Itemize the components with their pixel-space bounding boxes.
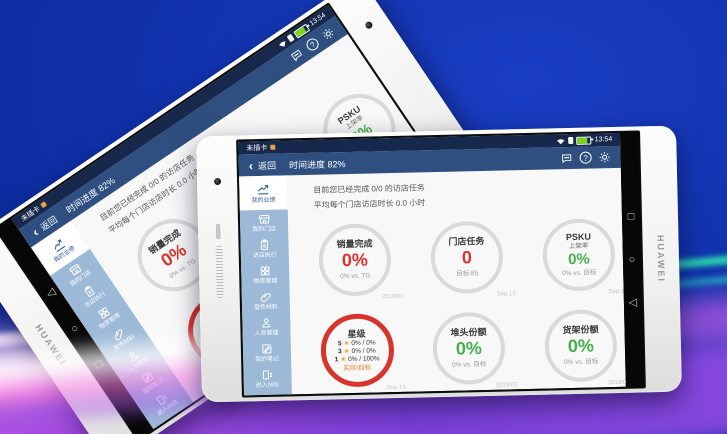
tablet-front-screen: 未插卡 13:54 ‹ 返回 时间进度 82% bbox=[236, 130, 646, 398]
gauge-ring: 门店任务 0 目标:85 bbox=[430, 220, 504, 295]
wifi-icon bbox=[557, 138, 565, 144]
back-label[interactable]: 返回 bbox=[257, 160, 277, 171]
metric-date: 2019/02 bbox=[496, 382, 518, 390]
sidebar-item-materials-management[interactable]: 物资管理 bbox=[241, 261, 290, 288]
home-button[interactable]: ○ bbox=[68, 321, 81, 336]
status-bar: 未插卡 13:54 bbox=[238, 132, 621, 155]
file-icon bbox=[568, 136, 574, 145]
back-chevron-icon[interactable]: ‹ bbox=[28, 224, 41, 240]
star-icon: ★ bbox=[340, 355, 347, 364]
app-header: ‹ 返回 时间进度 82% ? bbox=[18, 15, 348, 248]
sidebar-item-stores[interactable]: 我的门店 bbox=[50, 249, 104, 297]
sidebar: 我的业绩 我的门店 访店执行 bbox=[238, 175, 292, 396]
star-icon: ★ bbox=[343, 348, 350, 356]
app-header: ‹ 返回 时间进度 82% ? bbox=[238, 145, 621, 177]
gauge-ring: 销量完成 0% 0% vs. TG bbox=[318, 222, 392, 297]
gauge-ring-red: 星级 5 ★ 0% / 0% 3 ★ 0% / bbox=[319, 313, 395, 389]
metric-display-share[interactable]: 堆头份额 0% 0% vs. 目标 2019/02 bbox=[412, 301, 526, 395]
clipboard-icon bbox=[84, 286, 95, 297]
clock-label: 13:54 bbox=[594, 136, 613, 144]
message-icon[interactable] bbox=[560, 152, 572, 164]
gauge-ring: 货架份额 0% 0% vs. 目标 bbox=[544, 308, 618, 383]
tablet-left-bezel bbox=[196, 140, 242, 399]
metric-shelf-share[interactable]: 货架份额 0% 0% vs. 目标 2019/02 bbox=[524, 299, 626, 393]
gauge-ring: PSKU 上架率 0% 0% vs. 目标 bbox=[542, 217, 616, 292]
sim-icon bbox=[270, 144, 276, 150]
recents-button[interactable]: □ bbox=[92, 357, 105, 371]
metric-star-rating[interactable]: 星级 5 ★ 0% / 0% 3 ★ 0% / bbox=[300, 304, 414, 395]
time-progress-label: 时间进度 82% bbox=[288, 158, 346, 170]
sidebar-item-visit-execution[interactable]: 访店执行 bbox=[65, 271, 119, 319]
wifi-icon bbox=[279, 40, 286, 46]
metric-date: 2019/02 bbox=[381, 294, 404, 301]
metric-psku-listing[interactable]: PSKU 上架率 0% 0% vs. 目标 Sep.13 bbox=[522, 208, 626, 302]
file-icon bbox=[287, 33, 296, 43]
sidebar-item-performance[interactable]: 我的业绩 bbox=[31, 220, 90, 276]
huawei-logo: HUAWEI bbox=[655, 234, 667, 284]
sidebar-item-enter-iwb[interactable]: 进入IWB bbox=[243, 365, 292, 392]
star-icon: ★ bbox=[343, 340, 350, 348]
camera-dot bbox=[363, 20, 374, 31]
store-icon bbox=[69, 264, 82, 277]
actual-vs-target-label: 实际/目标 bbox=[343, 364, 372, 372]
metric-date: Sep.13 bbox=[496, 291, 516, 299]
main-content: 目前您已经完成 0/0 的访店任务 平均每个门店访店时长 0.0 小时 销量完成… bbox=[287, 168, 626, 395]
sidebar-item-materials-management[interactable]: 物资管理 bbox=[79, 292, 133, 340]
sidebar-item-performance[interactable]: 我的业绩 bbox=[238, 175, 288, 211]
back-chevron-icon[interactable]: ‹ bbox=[248, 157, 254, 173]
person-icon bbox=[262, 318, 271, 328]
tablet-right-bezel: HUAWEI bbox=[640, 130, 682, 389]
grid-icon bbox=[260, 266, 270, 276]
paperclip-icon bbox=[260, 292, 271, 302]
chart-icon bbox=[54, 238, 65, 252]
sidebar-item-promo-materials[interactable]: 宣传材料 bbox=[242, 287, 291, 314]
metric-date: Sep.13 bbox=[386, 385, 406, 392]
settings-icon[interactable] bbox=[320, 26, 337, 43]
help-icon[interactable]: ? bbox=[579, 151, 592, 164]
home-button[interactable]: ○ bbox=[628, 253, 636, 266]
metric-date: Sep.13 bbox=[608, 289, 626, 296]
sidebar-item-stores[interactable]: 我的门店 bbox=[240, 209, 289, 236]
star-row-1: 1 ★ 0% / 100% bbox=[334, 355, 380, 364]
message-icon[interactable] bbox=[288, 47, 305, 64]
visit-summary: 目前您已经完成 0/0 的访店任务 平均每个门店访店时长 0.0 小时 bbox=[287, 168, 622, 214]
volume-rocker[interactable] bbox=[216, 223, 221, 240]
help-icon[interactable]: ? bbox=[304, 36, 321, 53]
back-button[interactable]: ◁ bbox=[43, 285, 58, 301]
gauge-ring: 堆头份额 0% 0% vs. 目标 bbox=[432, 311, 506, 386]
exit-icon bbox=[262, 370, 273, 380]
kpi-grid: 销量完成 0% 0% vs. TG 2019/02 门店任务 0 bbox=[298, 208, 626, 395]
recents-button[interactable]: □ bbox=[627, 210, 635, 223]
no-sim-label: 未插卡 bbox=[246, 144, 268, 152]
status-bar: 未插卡 13:54 bbox=[11, 4, 336, 230]
tablet-front: 未插卡 13:54 ‹ 返回 时间进度 82% bbox=[196, 125, 682, 403]
back-button[interactable]: ◁ bbox=[628, 296, 638, 309]
sim-icon bbox=[40, 201, 48, 209]
speaker-grille bbox=[215, 245, 224, 299]
camera-dot bbox=[213, 177, 221, 186]
metric-store-tasks[interactable]: 门店任务 0 目标:85 Sep.13 bbox=[410, 210, 524, 304]
settings-icon[interactable] bbox=[598, 151, 610, 163]
sidebar-item-notes[interactable]: 我的笔记 bbox=[243, 339, 292, 366]
clipboard-icon bbox=[260, 239, 269, 250]
app-screen: 未插卡 13:54 ‹ 返回 时间进度 82% bbox=[238, 132, 626, 396]
store-icon bbox=[258, 214, 270, 224]
metric-date: 2019/02 bbox=[607, 380, 626, 387]
battery-icon bbox=[576, 136, 592, 145]
grid-icon bbox=[98, 307, 110, 319]
note-icon bbox=[262, 344, 272, 354]
metric-sales-completion[interactable]: 销量完成 0% 0% vs. TG 2019/02 bbox=[298, 213, 412, 307]
sidebar-item-people-management[interactable]: 人员管理 bbox=[242, 313, 291, 340]
chart-icon bbox=[258, 184, 269, 194]
sidebar-item-visit-execution[interactable]: 访店执行 bbox=[240, 235, 289, 262]
